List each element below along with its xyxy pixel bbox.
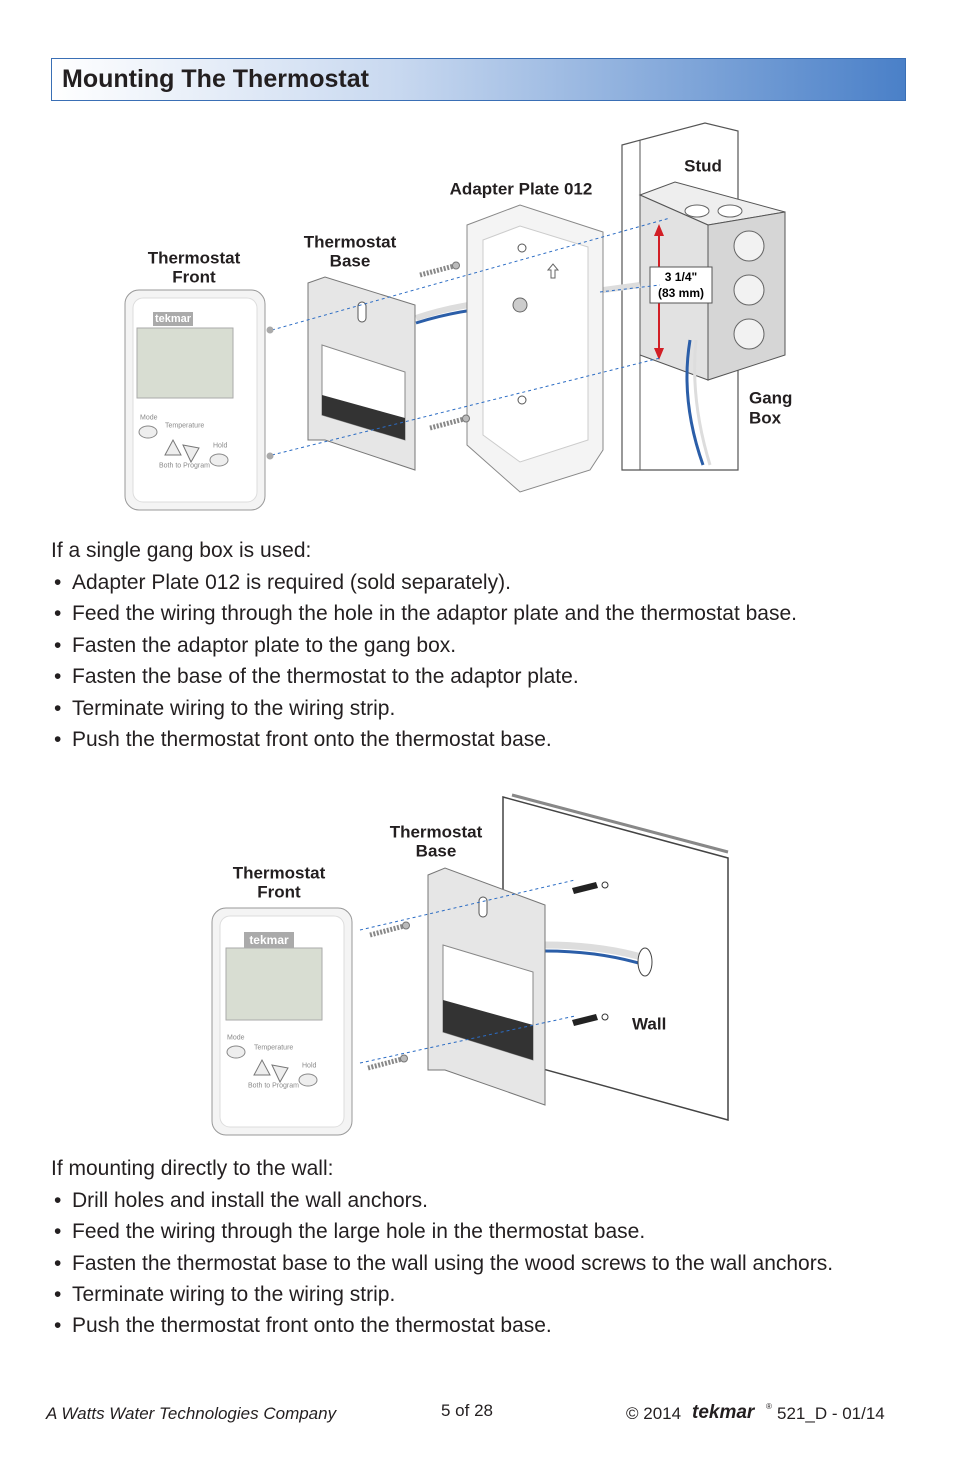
device-mode: Mode [140, 415, 158, 422]
label: Stud [684, 157, 722, 176]
dimension: 3 1/4" [665, 270, 697, 284]
bullet: Feed the wiring through the hole in the … [51, 598, 891, 630]
bullet: Fasten the adaptor plate to the gang box… [51, 630, 891, 662]
page-number: 5 of 28 [441, 1401, 493, 1420]
bullet: Push the thermostat front onto the therm… [51, 724, 891, 756]
device-brand: tekmar [249, 933, 289, 947]
bullet-list: Drill holes and install the wall anchors… [51, 1185, 841, 1342]
bullet: Push the thermostat front onto the therm… [51, 1310, 841, 1342]
device-temperature: Temperature [254, 1045, 293, 1052]
device-mode: Mode [227, 1035, 245, 1042]
device-temperature: Temperature [165, 423, 204, 430]
label: Adapter Plate 012 [450, 180, 593, 199]
intro: If mounting directly to the wall: [51, 1157, 334, 1180]
company: A Watts Water Technologies Company [46, 1404, 337, 1423]
device-hold: Hold [213, 443, 228, 450]
device-program: Both to Program [248, 1083, 299, 1090]
label: Box [749, 409, 782, 428]
dimension: (83 mm) [658, 286, 704, 300]
copyright: © 2014 [626, 1404, 682, 1423]
title: Mounting The Thermostat [62, 65, 369, 93]
header-bar: Mounting The Thermostat [51, 58, 906, 101]
bullet: Fasten the base of the thermostat to the… [51, 661, 891, 693]
label: Gang [749, 389, 792, 408]
figure-1: tekmar Mode Temperature Hold Both to Pro… [124, 122, 792, 511]
label: Thermostat [304, 233, 397, 252]
label: Thermostat [148, 249, 241, 268]
bullet: Adapter Plate 012 is required (sold sepa… [51, 567, 891, 599]
label: Front [172, 268, 216, 287]
bullet: Terminate wiring to the wiring strip. [51, 1279, 841, 1311]
label: Base [416, 842, 457, 861]
label: Thermostat [390, 823, 483, 842]
bullet: Terminate wiring to the wiring strip. [51, 693, 891, 725]
label: Thermostat [233, 864, 326, 883]
figure-2: tekmar Mode Temperature Hold Both to Pro… [211, 793, 729, 1136]
label: Wall [632, 1015, 666, 1034]
label: Front [257, 883, 301, 902]
section: If a single gang box is used: Adapter Pl… [51, 535, 891, 756]
label: Base [330, 252, 371, 271]
bullet: Feed the wiring through the large hole i… [51, 1216, 841, 1248]
device-hold: Hold [302, 1063, 317, 1070]
bullet-list: Adapter Plate 012 is required (sold sepa… [51, 567, 891, 756]
section: If mounting directly to the wall: Drill … [51, 1153, 841, 1342]
intro: If a single gang box is used: [51, 539, 312, 562]
device-program: Both to Program [159, 463, 210, 470]
bullet: Drill holes and install the wall anchors… [51, 1185, 841, 1217]
registered: ® [766, 1402, 772, 1411]
bullet: Fasten the thermostat base to the wall u… [51, 1248, 841, 1279]
device-brand: tekmar [155, 313, 192, 325]
code: 521_D - 01/14 [777, 1404, 885, 1423]
brand: tekmar [692, 1402, 755, 1423]
